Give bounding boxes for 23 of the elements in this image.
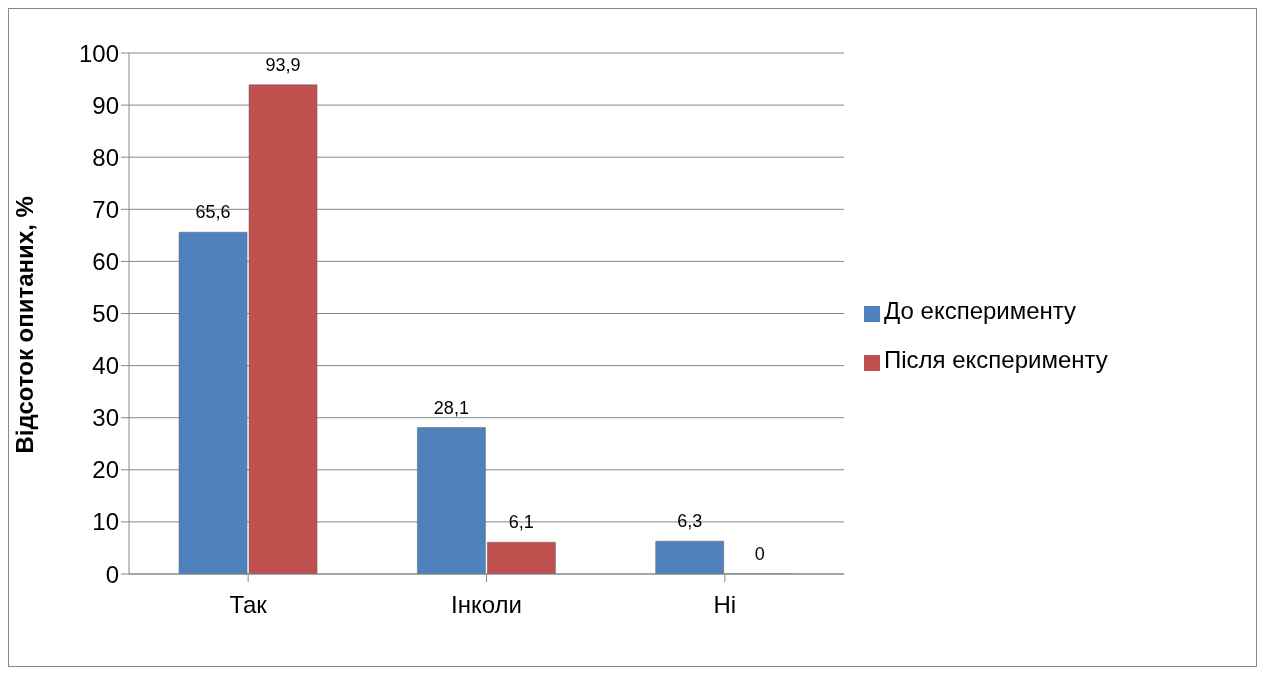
x-tick-label: Так [229, 591, 268, 619]
y-tick-label: 70 [92, 195, 119, 223]
data-label: 65,6 [195, 202, 231, 223]
y-tick-label: 10 [92, 508, 119, 536]
data-label: 28,1 [433, 397, 469, 418]
y-tick-label: 100 [78, 39, 119, 67]
data-label: 93,9 [265, 54, 301, 75]
y-tick-label: 0 [105, 560, 119, 588]
legend-label: Після експерименту [884, 345, 1108, 373]
data-label: 6,1 [508, 512, 534, 533]
data-label: 6,3 [677, 511, 703, 532]
y-tick-label: 20 [92, 456, 119, 484]
y-tick-label: 90 [92, 91, 119, 119]
data-label: 0 [754, 543, 765, 564]
x-tick-label: Інколи [451, 591, 522, 619]
y-axis-title: Відсоток опитаних, % [10, 196, 38, 454]
y-tick-label: 40 [92, 352, 119, 380]
y-tick-label: 60 [92, 247, 119, 275]
y-tick-label: 50 [92, 300, 119, 328]
legend-label: До експерименту [884, 296, 1077, 324]
y-tick-label: 30 [92, 404, 119, 432]
y-tick-label: 80 [92, 143, 119, 171]
x-tick-label: Ні [713, 591, 737, 619]
